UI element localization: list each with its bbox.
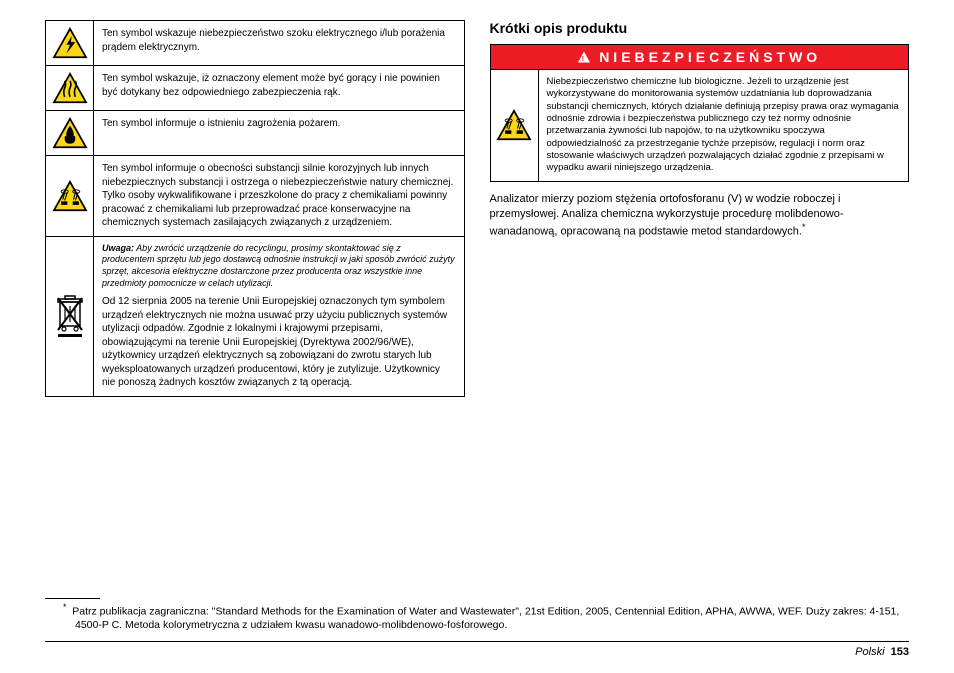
section-title: Krótki opis produktu xyxy=(490,20,910,36)
fire-icon xyxy=(52,117,88,149)
shock-icon xyxy=(52,27,88,59)
icon-cell xyxy=(46,21,94,66)
footer-language: Polski xyxy=(855,646,884,658)
icon-cell xyxy=(46,66,94,111)
danger-box: ! NIEBEZPIECZEŃSTWO Niebezpieczeństwo ch… xyxy=(490,44,910,182)
text-cell: Uwaga: Aby zwrócić urządzenie do recycli… xyxy=(94,236,465,396)
danger-text: Niebezpieczeństwo chemiczne lub biologic… xyxy=(539,70,909,181)
hazard-symbol-table: Ten symbol wskazuje niebezpieczeństwo sz… xyxy=(45,20,465,397)
svg-text:!: ! xyxy=(582,54,587,63)
danger-icon-cell xyxy=(491,70,539,181)
product-description: Analizator mierzy poziom stężenia ortofo… xyxy=(490,192,910,240)
icon-cell xyxy=(46,156,94,237)
icon-cell xyxy=(46,111,94,156)
icon-cell xyxy=(46,236,94,396)
text-cell: Ten symbol informuje o istnieniu zagroże… xyxy=(94,111,465,156)
table-row: Ten symbol informuje o istnieniu zagroże… xyxy=(46,111,465,156)
footnote-separator xyxy=(45,598,100,599)
footnote: * Patrz publikacja zagraniczna: "Standar… xyxy=(45,602,909,633)
text-cell: Ten symbol wskazuje, iż oznaczony elemen… xyxy=(94,66,465,111)
footer-rule xyxy=(45,641,909,642)
corrosive-icon xyxy=(496,109,532,141)
footer-page-number: 153 xyxy=(891,646,909,658)
corrosive-icon xyxy=(52,180,88,212)
table-row: Ten symbol informuje o obecności substan… xyxy=(46,156,465,237)
left-column: Ten symbol wskazuje niebezpieczeństwo sz… xyxy=(45,20,465,397)
danger-header: ! NIEBEZPIECZEŃSTWO xyxy=(491,45,909,70)
table-row: Uwaga: Aby zwrócić urządzenie do recycli… xyxy=(46,236,465,396)
table-row: Ten symbol wskazuje niebezpieczeństwo sz… xyxy=(46,21,465,66)
text-cell: Ten symbol wskazuje niebezpieczeństwo sz… xyxy=(94,21,465,66)
weee-icon xyxy=(52,294,88,338)
text-cell: Ten symbol informuje o obecności substan… xyxy=(94,156,465,237)
page-bottom: * Patrz publikacja zagraniczna: "Standar… xyxy=(45,598,909,658)
table-row: Ten symbol wskazuje, iż oznaczony elemen… xyxy=(46,66,465,111)
hot-icon xyxy=(52,72,88,104)
page-footer: Polski 153 xyxy=(45,646,909,658)
right-column: Krótki opis produktu ! NIEBEZPIECZEŃSTWO… xyxy=(490,20,910,397)
danger-label: NIEBEZPIECZEŃSTWO xyxy=(599,49,821,65)
